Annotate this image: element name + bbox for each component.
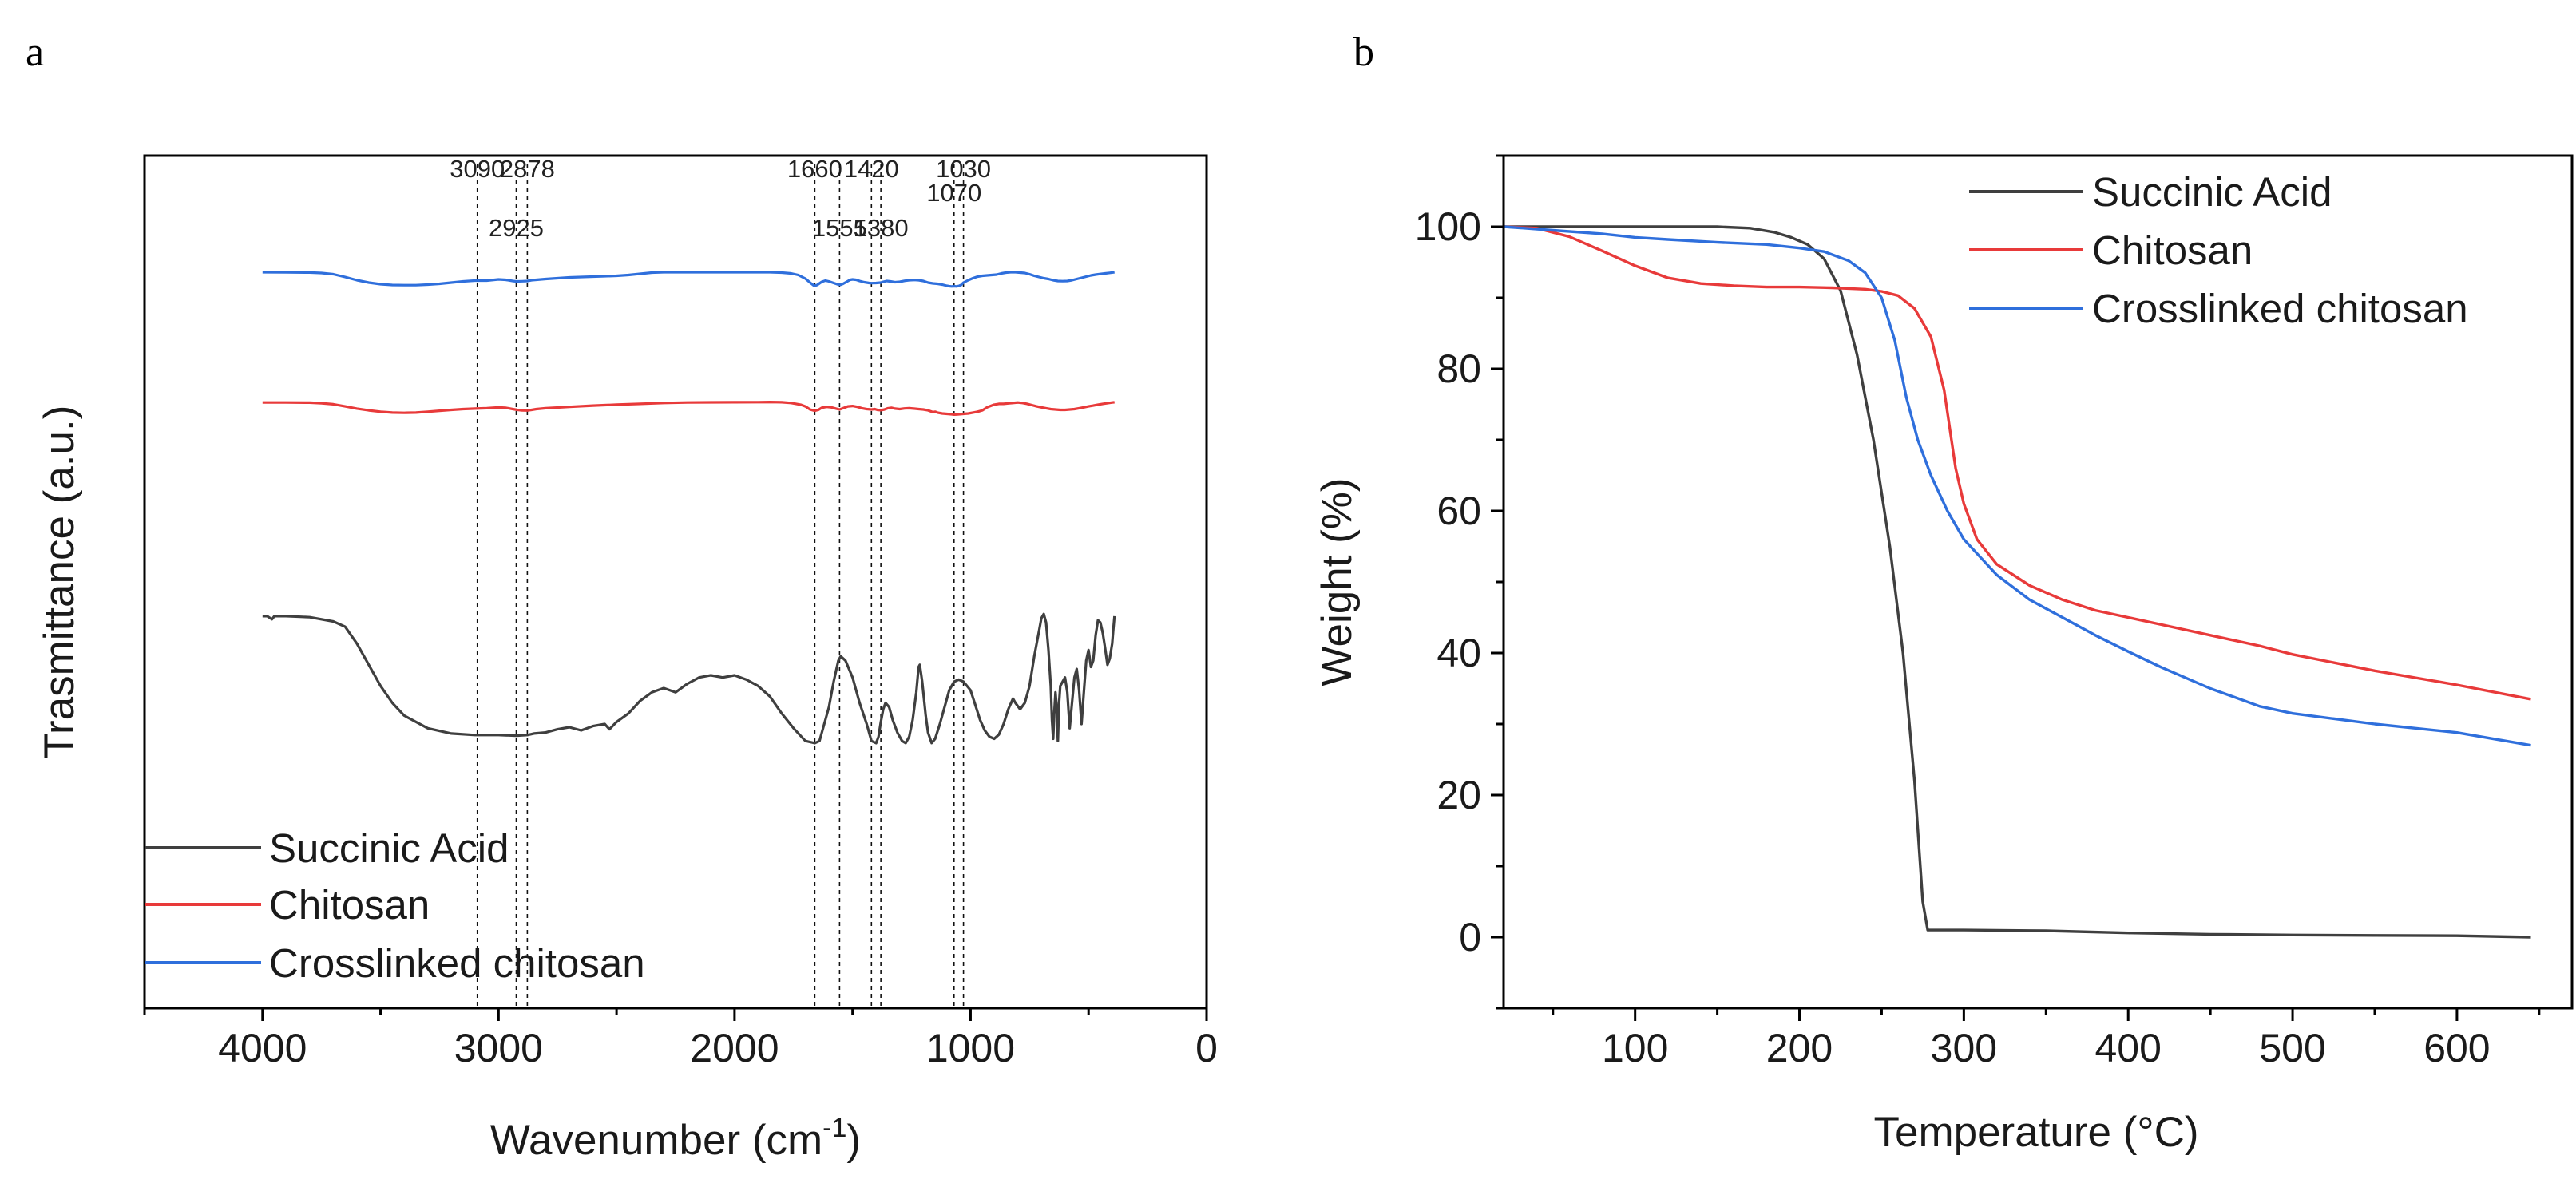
ftir-series-crosslinked-chitosan <box>262 271 1115 288</box>
tga-series-chitosan <box>1503 225 2531 701</box>
ftir-x-ticks: 4000 3000 2000 1000 0 <box>143 1008 1218 1070</box>
ftir-legend-label-succinic: Succinic Acid <box>269 825 509 871</box>
ftir-x-axis-title-main: Wavenumber (cm <box>490 1117 822 1164</box>
ftir-x-tick-label-1000: 1000 <box>926 1026 1015 1070</box>
tga-x-tick-label-400: 400 <box>2094 1026 2161 1070</box>
panel-letter-a: a <box>26 30 44 75</box>
tga-x-axis-title: Temperature (°C) <box>1873 1109 2198 1156</box>
tga-ticks: 100 200 300 400 500 600 0 20 40 60 80 100 <box>1415 154 2541 1070</box>
tga-y-tick-label-0: 0 <box>1459 915 1481 959</box>
peak-label-1030: 1030 <box>936 155 991 183</box>
tga-y-tick-label-100: 100 <box>1415 204 1481 249</box>
peak-label-2925: 2925 <box>489 214 544 242</box>
ftir-legend-label-chitosan: Chitosan <box>269 882 430 928</box>
peak-label-2878: 2878 <box>500 155 555 183</box>
tga-x-tick-label-200: 200 <box>1766 1026 1833 1070</box>
tga-y-tick-label-80: 80 <box>1437 346 1481 391</box>
tga-x-tick-label-300: 300 <box>1931 1026 1997 1070</box>
tga-series-crosslinked-chitosan <box>1503 225 2531 747</box>
tga-y-tick-label-40: 40 <box>1437 631 1481 675</box>
peak-label-1555: 1555 <box>812 214 867 242</box>
tga-chart: 100 200 300 400 500 600 0 20 40 60 80 100 Weight (%… <box>1314 154 2574 1156</box>
tga-legend-label-succinic: Succinic Acid <box>2092 169 2332 215</box>
ftir-x-tick-label-4000: 4000 <box>218 1026 307 1070</box>
tga-x-tick-label-600: 600 <box>2423 1026 2490 1070</box>
ftir-x-axis-title: Wavenumber (cm-1) <box>490 1113 861 1164</box>
tga-x-tick-label-100: 100 <box>1602 1026 1668 1070</box>
ftir-x-axis-title-sup: -1 <box>822 1113 846 1143</box>
tga-y-tick-label-60: 60 <box>1437 489 1481 533</box>
panel-letter-b: b <box>1353 30 1374 75</box>
peak-label-1070: 1070 <box>926 179 981 207</box>
tga-x-tick-label-500: 500 <box>2259 1026 2325 1070</box>
ftir-x-tick-label-3000: 3000 <box>454 1026 543 1070</box>
ftir-x-tick-label-2000: 2000 <box>690 1026 779 1070</box>
ftir-x-tick-label-0: 0 <box>1195 1026 1218 1070</box>
ftir-axes-frame <box>143 154 1208 1010</box>
tga-y-axis-title: Weight (%) <box>1314 477 1361 686</box>
tga-legend: Succinic Acid Chitosan Crosslinked chito… <box>1969 169 2468 331</box>
ftir-y-axis-title: Trasmittance (a.u.) <box>36 406 83 759</box>
ftir-x-axis-title-end: ) <box>846 1117 861 1164</box>
ftir-legend: Succinic Acid Chitosan Crosslinked chito… <box>145 825 645 986</box>
tga-series-succinic-acid <box>1504 225 2531 939</box>
peak-label-3090: 3090 <box>450 155 505 183</box>
tga-legend-label-crosslinked: Crosslinked chitosan <box>2092 286 2468 331</box>
peak-label-1380: 1380 <box>854 214 909 242</box>
tga-y-tick-label-20: 20 <box>1437 773 1481 817</box>
tga-legend-label-chitosan: Chitosan <box>2092 228 2253 273</box>
peak-label-1660: 1660 <box>787 155 842 183</box>
ftir-series-chitosan <box>262 401 1115 416</box>
peak-label-1420: 1420 <box>844 155 899 183</box>
ftir-legend-label-crosslinked: Crosslinked chitosan <box>269 940 645 986</box>
tga-plot-area <box>1503 225 2531 939</box>
ftir-series-succinic-acid <box>262 612 1116 745</box>
tga-axes-frame <box>1502 154 2574 1010</box>
